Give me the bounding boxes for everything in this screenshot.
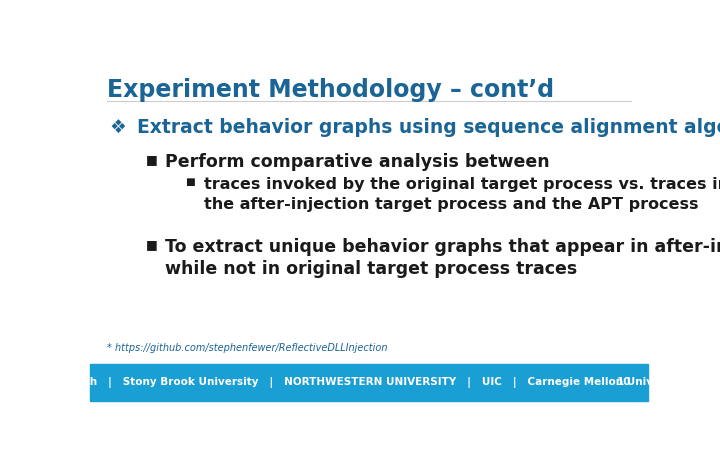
Text: 10: 10 — [617, 378, 631, 387]
Text: Experiment Methodology – cont’d: Experiment Methodology – cont’d — [107, 78, 554, 102]
Text: ■: ■ — [185, 177, 194, 187]
Text: IBM Research   |   Stony Brook University   |   NORTHWESTERN UNIVERSITY   |   UI: IBM Research | Stony Brook University | … — [17, 377, 687, 388]
Text: Perform comparative analysis between: Perform comparative analysis between — [166, 153, 550, 171]
Text: traces invoked by the original target process vs. traces invoked by both: traces invoked by the original target pr… — [204, 177, 720, 192]
Bar — [90, 364, 648, 400]
Text: ■: ■ — [145, 153, 158, 166]
Text: * https://github.com/stephenfewer/ReflectiveDLLInjection: * https://github.com/stephenfewer/Reflec… — [107, 343, 387, 353]
Text: ■: ■ — [145, 238, 158, 252]
Text: Extract behavior graphs using sequence alignment algorithm: Extract behavior graphs using sequence a… — [138, 118, 720, 137]
Text: ❖: ❖ — [109, 118, 126, 137]
Text: while not in original target process traces: while not in original target process tra… — [166, 260, 577, 278]
Text: the after-injection target process and the APT process: the after-injection target process and t… — [204, 197, 699, 212]
Text: To extract unique behavior graphs that appear in after-injection traces: To extract unique behavior graphs that a… — [166, 238, 720, 256]
